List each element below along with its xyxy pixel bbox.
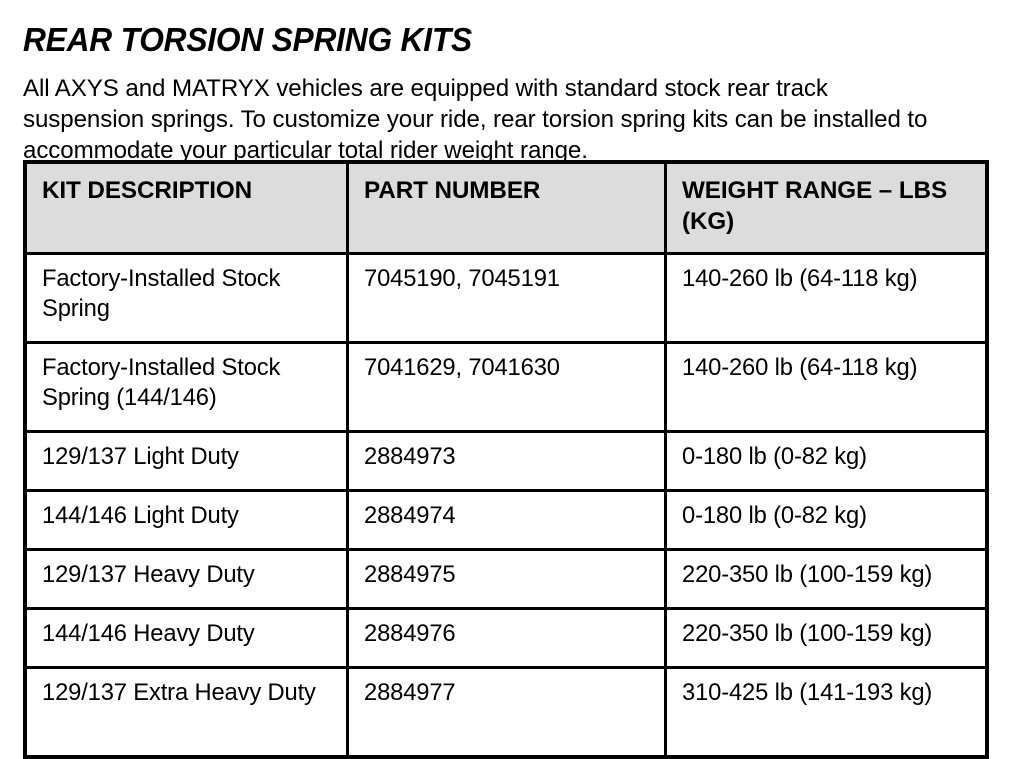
weight-range-value: 220-350 lb (100-159 kg) xyxy=(681,620,932,647)
weight-range-value: 140-260 lb (64-118 kg) xyxy=(681,354,918,381)
table-body: Factory-Installed Stock Spring 7045190, … xyxy=(23,252,989,759)
cell-part-number: 2884974 xyxy=(345,489,667,551)
table-row: 144/146 Light Duty 2884974 0-180 lb (0-8… xyxy=(23,489,989,551)
cell-part-number: 2884975 xyxy=(345,548,667,610)
column-header-part-number: PART NUMBER xyxy=(345,160,667,255)
cell-kit-description: Factory-Installed Stock Spring xyxy=(23,252,349,344)
part-number-value: 7045190, 7045191 xyxy=(363,265,560,292)
kit-description-value: 129/137 Extra Heavy Duty xyxy=(42,679,316,706)
table-row: Factory-Installed Stock Spring (144/146)… xyxy=(23,341,989,433)
table-row: 144/146 Heavy Duty 2884976 220-350 lb (1… xyxy=(23,607,989,669)
kit-description-value: Factory-Installed Stock Spring (144/146) xyxy=(42,354,281,411)
cell-weight-range: 140-260 lb (64-118 kg) xyxy=(663,252,989,344)
cell-weight-range: 220-350 lb (100-159 kg) xyxy=(663,548,989,610)
cell-weight-range: 220-350 lb (100-159 kg) xyxy=(663,607,989,669)
kit-description-value: 129/137 Heavy Duty xyxy=(42,561,255,588)
kit-description-value: 144/146 Light Duty xyxy=(42,502,239,529)
cell-kit-description: 129/137 Light Duty xyxy=(23,430,349,492)
cell-kit-description: 129/137 Extra Heavy Duty xyxy=(23,666,349,759)
kit-description-value: 129/137 Light Duty xyxy=(42,443,239,470)
cell-part-number: 2884977 xyxy=(345,666,667,759)
column-header-kit-description: KIT DESCRIPTION xyxy=(23,160,349,255)
weight-range-value: 310-425 lb (141-193 kg) xyxy=(681,679,932,706)
cell-kit-description: 144/146 Light Duty xyxy=(23,489,349,551)
part-number-value: 2884976 xyxy=(363,620,456,647)
kit-description-value: Factory-Installed Stock Spring xyxy=(42,265,281,322)
cell-part-number: 7041629, 7041630 xyxy=(345,341,667,433)
cell-kit-description: Factory-Installed Stock Spring (144/146) xyxy=(23,341,349,433)
kit-description-value: 144/146 Heavy Duty xyxy=(42,620,255,647)
part-number-value: 2884973 xyxy=(363,443,456,470)
cell-kit-description: 129/137 Heavy Duty xyxy=(23,548,349,610)
part-number-value: 2884975 xyxy=(363,561,456,588)
weight-range-value: 220-350 lb (100-159 kg) xyxy=(681,561,932,588)
cell-kit-description: 144/146 Heavy Duty xyxy=(23,607,349,669)
weight-range-value: 0-180 lb (0-82 kg) xyxy=(681,502,867,529)
table-header: KIT DESCRIPTION PART NUMBER WEIGHT RANGE… xyxy=(23,160,989,255)
cell-part-number: 2884976 xyxy=(345,607,667,669)
column-header-weight-range-label: WEIGHT RANGE – LBS (KG) xyxy=(681,177,947,235)
table-row: Factory-Installed Stock Spring 7045190, … xyxy=(23,252,989,344)
cell-weight-range: 0-180 lb (0-82 kg) xyxy=(663,430,989,492)
column-header-kit-description-label: KIT DESCRIPTION xyxy=(42,177,253,204)
table-row: 129/137 Light Duty 2884973 0-180 lb (0-8… xyxy=(23,430,989,492)
cell-weight-range: 310-425 lb (141-193 kg) xyxy=(663,666,989,759)
weight-range-value: 140-260 lb (64-118 kg) xyxy=(681,265,918,292)
part-number-value: 2884977 xyxy=(363,679,456,706)
cell-weight-range: 140-260 lb (64-118 kg) xyxy=(663,341,989,433)
page-title: REAR TORSION SPRING KITS xyxy=(23,21,472,59)
weight-range-value: 0-180 lb (0-82 kg) xyxy=(681,443,867,470)
table-header-row: KIT DESCRIPTION PART NUMBER WEIGHT RANGE… xyxy=(23,160,989,255)
part-number-value: 7041629, 7041630 xyxy=(363,354,560,381)
cell-part-number: 7045190, 7045191 xyxy=(345,252,667,344)
cell-part-number: 2884973 xyxy=(345,430,667,492)
cell-weight-range: 0-180 lb (0-82 kg) xyxy=(663,489,989,551)
column-header-part-number-label: PART NUMBER xyxy=(363,177,540,204)
part-number-value: 2884974 xyxy=(363,502,456,529)
intro-paragraph: All AXYS and MATRYX vehicles are equippe… xyxy=(23,74,928,164)
table-row: 129/137 Heavy Duty 2884975 220-350 lb (1… xyxy=(23,548,989,610)
table-row: 129/137 Extra Heavy Duty 2884977 310-425… xyxy=(23,666,989,759)
rear-torsion-spring-kits-table: KIT DESCRIPTION PART NUMBER WEIGHT RANGE… xyxy=(23,160,989,759)
column-header-weight-range: WEIGHT RANGE – LBS (KG) xyxy=(663,160,989,255)
